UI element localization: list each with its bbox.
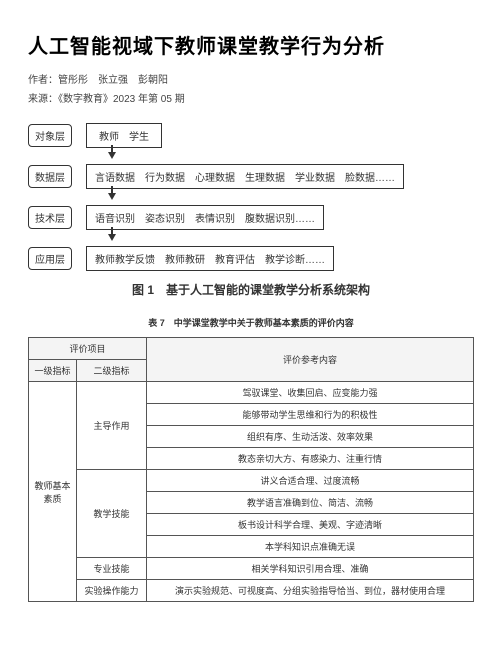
th-l2: 二级指标 [77,360,147,382]
cell-l2: 教学技能 [77,470,147,558]
th-ref: 评价参考内容 [147,338,474,382]
page-title: 人工智能视域下教师课堂教学行为分析 [28,30,474,59]
arrow [108,234,474,246]
layer-row: 数据层 言语数据 行为数据 心理数据 生理数据 学业数据 脸数据…… [28,164,474,189]
authors-label: 作者： [28,75,58,86]
evaluation-table: 评价项目 评价参考内容 一级指标 二级指标 教师基本素质 主导作用 驾驭课堂、收… [28,337,474,602]
cell-content: 驾驭课堂、收集回启、应变能力强 [147,382,474,404]
authors: 管彤彤 张立强 彭朝阳 [58,75,168,86]
cell-content: 板书设计科学合理、美观、字迹清晰 [147,514,474,536]
source-label: 来源： [28,94,58,105]
cell-l1: 教师基本素质 [29,382,77,602]
th-l1: 一级指标 [29,360,77,382]
table-row: 教师基本素质 主导作用 驾驭课堂、收集回启、应变能力强 [29,382,474,404]
cell-l2: 主导作用 [77,382,147,470]
table-header-row-1: 评价项目 评价参考内容 [29,338,474,360]
table-row: 教学技能 讲义合适合理、过度流畅 [29,470,474,492]
layer-label-object: 对象层 [28,124,72,147]
layer-row: 技术层 语音识别 姿态识别 表情识别 腹数据识别…… [28,205,474,230]
layer-row: 应用层 教师教学反馈 教师教研 教育评估 教学诊断…… [28,246,474,271]
cell-content: 组织有序、生动活泼、效率效果 [147,426,474,448]
source-line: 来源：《数字教育》2023 年第 05 期 [28,90,474,105]
layer-label-app: 应用层 [28,247,72,270]
layer-row: 对象层 教师 学生 [28,123,474,148]
arrow [108,152,474,164]
source: 《数字教育》2023 年第 05 期 [58,94,185,105]
cell-content: 能够带动学生思维和行为的积极性 [147,404,474,426]
arrow [108,193,474,205]
figure-1-diagram: 对象层 教师 学生 数据层 言语数据 行为数据 心理数据 生理数据 学业数据 脸… [28,123,474,271]
layer-content-data: 言语数据 行为数据 心理数据 生理数据 学业数据 脸数据…… [86,164,404,189]
table-row: 专业技能 相关学科知识引用合理、准确 [29,558,474,580]
cell-content: 本学科知识点准确无误 [147,536,474,558]
layer-content-object: 教师 学生 [86,123,162,148]
cell-content: 教态亲切大方、有感染力、注重行情 [147,448,474,470]
th-eval-group: 评价项目 [29,338,147,360]
cell-l2: 实验操作能力 [77,580,147,602]
table-row: 实验操作能力 演示实验规范、可视度高、分组实验指导恰当、到位，器材使用合理 [29,580,474,602]
cell-content: 相关学科知识引用合理、准确 [147,558,474,580]
layer-label-data: 数据层 [28,165,72,188]
cell-content: 教学语言准确到位、简洁、流畅 [147,492,474,514]
cell-content: 演示实验规范、可视度高、分组实验指导恰当、到位，器材使用合理 [147,580,474,602]
authors-line: 作者：管彤彤 张立强 彭朝阳 [28,71,474,86]
layer-content-app: 教师教学反馈 教师教研 教育评估 教学诊断…… [86,246,334,271]
layer-label-tech: 技术层 [28,206,72,229]
cell-l2: 专业技能 [77,558,147,580]
layer-content-tech: 语音识别 姿态识别 表情识别 腹数据识别…… [86,205,324,230]
table-7-caption: 表 7 中学课堂教学中关于教师基本素质的评价内容 [28,316,474,329]
figure-1-caption: 图 1 基于人工智能的课堂教学分析系统架构 [28,281,474,298]
cell-content: 讲义合适合理、过度流畅 [147,470,474,492]
